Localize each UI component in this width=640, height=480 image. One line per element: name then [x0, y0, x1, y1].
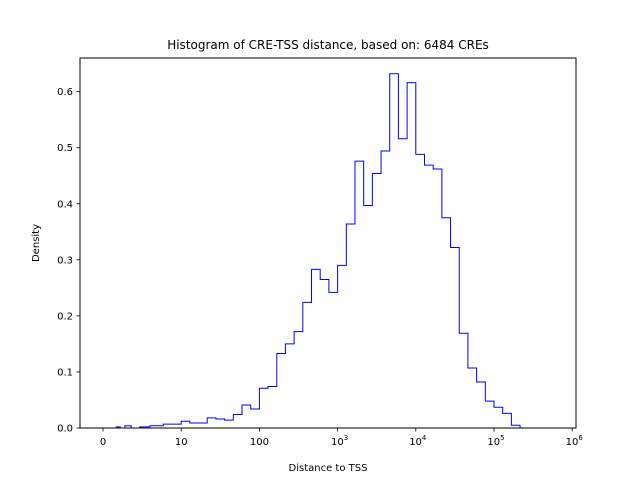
- x-tick-label: 106: [566, 434, 584, 448]
- y-tick-label: 0.4: [57, 199, 73, 210]
- x-tick-label: 105: [487, 434, 504, 448]
- axes-frame: [79, 57, 577, 429]
- x-tick-label: 100: [250, 437, 269, 448]
- y-tick-label: 0.1: [57, 367, 73, 378]
- y-tick-label: 0.0: [57, 424, 73, 435]
- y-axis-ticks: 0.0 0.1 0.2 0.3 0.4 0.5 0.6: [57, 87, 80, 435]
- plot-area: [110, 73, 555, 429]
- y-tick-label: 0.3: [57, 255, 73, 266]
- histogram-step-line: [110, 73, 555, 429]
- y-tick-label: 0.2: [57, 311, 73, 322]
- x-axis-ticks: 0 10 100 103 104 105 106: [100, 428, 584, 448]
- x-axis-label: Distance to TSS: [289, 463, 368, 474]
- x-tick-label: 103: [331, 434, 348, 448]
- y-tick-label: 0.5: [57, 143, 73, 154]
- x-tick-label: 0: [100, 437, 106, 448]
- y-tick-label: 0.6: [57, 87, 73, 98]
- chart-title: Histogram of CRE-TSS distance, based on:…: [167, 38, 489, 52]
- x-tick-label: 104: [409, 434, 427, 448]
- x-tick-label: 10: [175, 437, 188, 448]
- y-axis-label: Density: [31, 224, 42, 262]
